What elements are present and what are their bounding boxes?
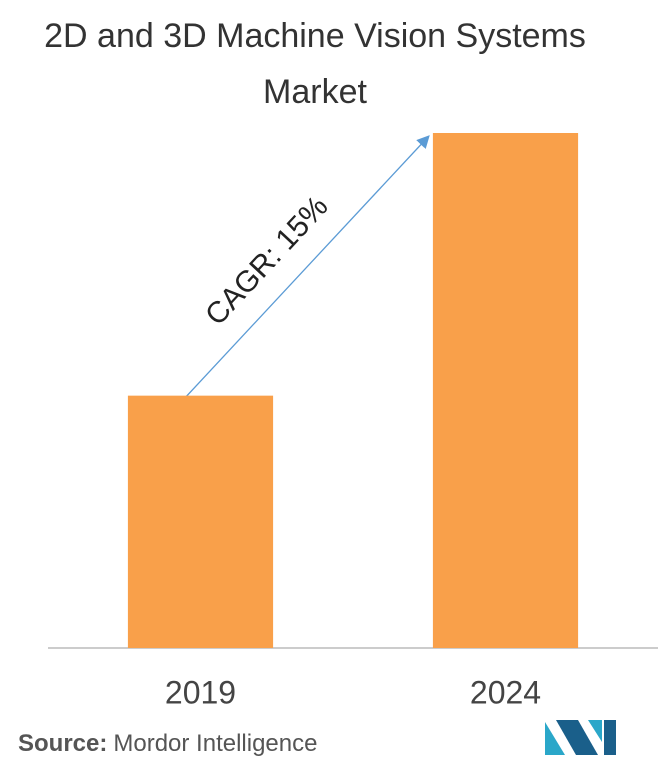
x-tick-label: 2019	[165, 674, 236, 710]
x-tick-label: 2024	[470, 674, 541, 710]
source-label: Source:	[18, 730, 107, 757]
source-name: Mordor Intelligence	[113, 730, 317, 757]
bar	[127, 395, 274, 648]
chart-title: 2D and 3D Machine Vision Systems Market	[44, 17, 605, 111]
bar	[432, 133, 579, 648]
logo	[545, 720, 616, 755]
cagr-arrow	[182, 135, 430, 401]
source: Source: Mordor Intelligence	[18, 730, 317, 757]
